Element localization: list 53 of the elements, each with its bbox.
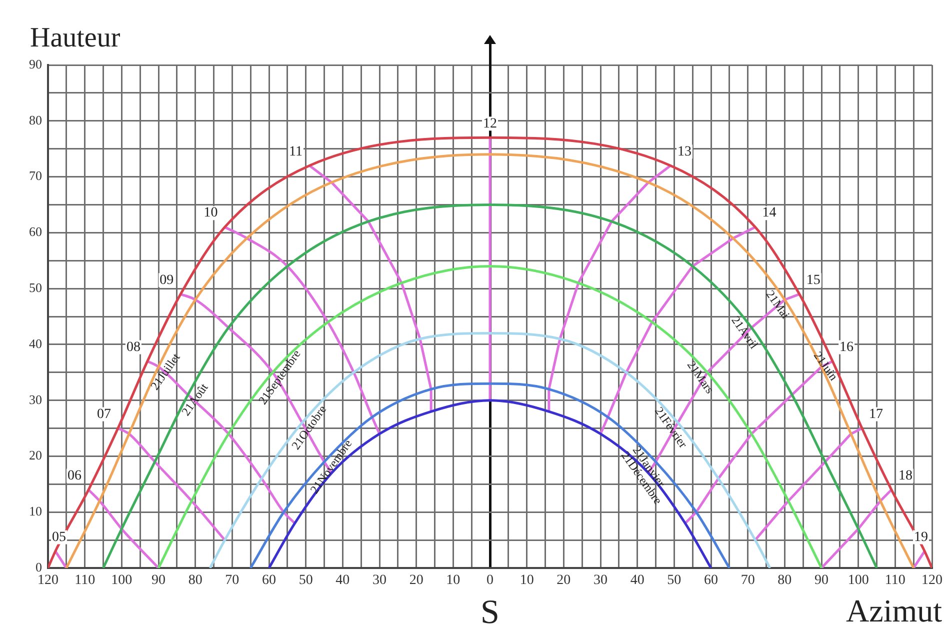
x-tick-label: 10 bbox=[520, 573, 534, 588]
annotation: 15 bbox=[806, 272, 820, 288]
x-tick-label: 90 bbox=[152, 573, 166, 588]
annotation: 16 bbox=[840, 340, 854, 355]
x-tick-label: 0 bbox=[486, 573, 494, 588]
y-tick-label: 60 bbox=[29, 224, 42, 240]
annotation: 12 bbox=[483, 116, 497, 132]
annotation: 14 bbox=[762, 206, 776, 221]
x-tick-label: 90 bbox=[814, 573, 828, 588]
annotation: 13 bbox=[677, 144, 692, 160]
annotation: 06 bbox=[68, 468, 82, 484]
x-tick-label: 40 bbox=[630, 573, 644, 588]
y-tick-label: 80 bbox=[29, 112, 42, 128]
x-tick-label: 100 bbox=[111, 573, 132, 588]
x-tick-label: 120 bbox=[38, 573, 58, 588]
annotation: 18 bbox=[898, 468, 912, 484]
x-tick-label: 80 bbox=[188, 573, 202, 588]
annotation: S bbox=[480, 594, 500, 631]
y-axis-title: Hauteur bbox=[30, 22, 121, 54]
y-tick-label: 20 bbox=[29, 448, 42, 463]
annotation: 11 bbox=[289, 144, 303, 160]
x-tick-label: 30 bbox=[372, 573, 386, 588]
x-tick-label: 120 bbox=[922, 573, 942, 588]
y-tick-label: 50 bbox=[29, 280, 42, 295]
annotation: 17 bbox=[869, 406, 884, 422]
x-tick-label: 70 bbox=[740, 573, 755, 588]
x-tick-label: 60 bbox=[262, 573, 276, 588]
annotation: 09 bbox=[160, 272, 174, 288]
y-tick-label: 10 bbox=[29, 504, 42, 519]
x-axis-title: Azimut bbox=[846, 592, 942, 628]
annotation: 05 bbox=[52, 530, 66, 545]
annotation: 10 bbox=[204, 206, 218, 221]
x-tick-label: 30 bbox=[594, 573, 608, 588]
x-tick-label: 40 bbox=[336, 573, 350, 588]
x-tick-label: 100 bbox=[848, 573, 869, 588]
y-tick-label: 90 bbox=[29, 56, 42, 72]
annotation: 19 bbox=[914, 530, 928, 545]
x-tick-label: 50 bbox=[667, 573, 682, 588]
x-tick-label: 20 bbox=[556, 573, 571, 588]
x-tick-label: 60 bbox=[704, 573, 718, 588]
x-tick-label: 110 bbox=[74, 573, 96, 588]
annotation: 07 bbox=[96, 406, 111, 422]
x-tick-label: 20 bbox=[409, 573, 424, 588]
x-tick-label: 80 bbox=[778, 573, 792, 588]
x-tick-label: 110 bbox=[884, 573, 906, 588]
x-tick-label: 50 bbox=[298, 573, 313, 588]
annotation: 08 bbox=[126, 340, 140, 355]
y-tick-label: 30 bbox=[29, 392, 42, 407]
y-tick-label: 70 bbox=[29, 168, 42, 184]
x-tick-label: 70 bbox=[225, 573, 240, 588]
y-tick-label: 0 bbox=[36, 559, 42, 574]
y-tick-label: 40 bbox=[29, 336, 42, 351]
x-tick-label: 10 bbox=[446, 573, 460, 588]
